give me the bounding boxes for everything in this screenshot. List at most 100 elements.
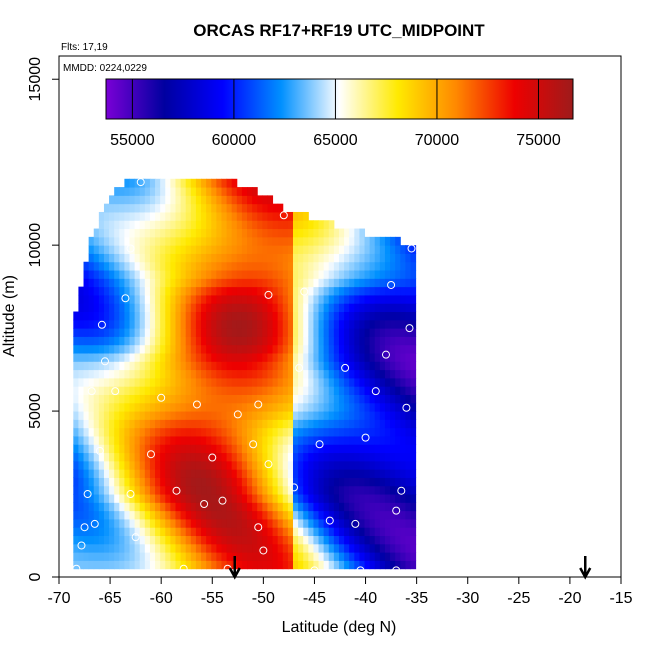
heatmap-cell	[88, 510, 95, 520]
heatmap-cell	[180, 311, 187, 321]
heatmap-cell	[226, 369, 233, 379]
heatmap-cell	[201, 411, 207, 420]
heatmap-cell	[400, 270, 406, 279]
heatmap-cell	[144, 311, 151, 321]
heatmap-cell	[93, 452, 100, 462]
heatmap-cell	[211, 510, 217, 520]
heatmap-cell	[170, 270, 176, 279]
heatmap-cell	[272, 211, 279, 221]
heatmap-cell	[277, 236, 284, 246]
heatmap-cell	[149, 344, 156, 354]
heatmap-cell	[272, 377, 279, 387]
heatmap-cell	[277, 361, 284, 371]
heatmap-cell	[226, 543, 233, 553]
heatmap-cell	[201, 452, 207, 462]
heatmap-cell	[236, 236, 243, 246]
heatmap-cell	[405, 502, 412, 512]
heatmap-cell	[155, 543, 161, 553]
heatmap-cell	[303, 435, 309, 445]
heatmap-cell	[93, 377, 100, 387]
heatmap-cell	[190, 518, 197, 528]
heatmap-cell	[211, 278, 217, 288]
heatmap-cell	[231, 294, 238, 304]
heatmap-cell	[103, 228, 110, 238]
heatmap-cell	[231, 319, 238, 329]
heatmap-cell	[211, 336, 217, 346]
heatmap-cell	[226, 502, 233, 512]
heatmap-cell	[354, 361, 360, 371]
heatmap-cell	[134, 328, 141, 337]
heatmap-cell	[124, 427, 131, 437]
heatmap-cell	[364, 552, 371, 561]
heatmap-cell	[190, 203, 197, 213]
plot-frame	[58, 55, 622, 578]
heatmap-cell	[349, 353, 355, 362]
heatmap-cell	[78, 543, 85, 553]
heatmap-cell	[221, 270, 228, 279]
heatmap-cell	[134, 270, 141, 279]
heatmap-cell	[410, 319, 417, 329]
heatmap-cell	[241, 336, 248, 346]
heatmap-cell	[226, 353, 233, 362]
heatmap-cell	[160, 444, 166, 454]
heatmap-cell	[160, 178, 166, 188]
heatmap-cell	[144, 353, 151, 362]
heatmap-cell	[333, 419, 340, 429]
heatmap-cell	[190, 552, 197, 561]
heatmap-cell	[328, 353, 335, 362]
heatmap-cell	[211, 460, 217, 470]
heatmap-cell	[400, 510, 406, 520]
heatmap-cell	[344, 535, 350, 545]
heatmap-cell	[103, 294, 110, 304]
heatmap-cell	[384, 402, 391, 412]
heatmap-cell	[206, 361, 212, 371]
heatmap-cell	[206, 278, 212, 288]
heatmap-cell	[129, 485, 136, 495]
heatmap-cell	[98, 211, 105, 221]
heatmap-cell	[318, 411, 325, 420]
heatmap-cell	[144, 494, 151, 503]
heatmap-cell	[83, 560, 90, 570]
heatmap-cell	[119, 261, 125, 271]
heatmap-cell	[257, 253, 263, 263]
heatmap-cell	[400, 535, 406, 545]
heatmap-cell	[231, 303, 238, 313]
heatmap-cell	[144, 402, 151, 412]
heatmap-cell	[236, 402, 243, 412]
heatmap-cell	[226, 485, 233, 495]
heatmap-cell	[354, 543, 360, 553]
heatmap-cell	[333, 518, 340, 528]
heatmap-cell	[98, 361, 105, 371]
heatmap-cell	[160, 435, 166, 445]
heatmap-cell	[119, 228, 125, 238]
heatmap-cell	[236, 270, 243, 279]
heatmap-cell	[119, 485, 125, 495]
heatmap-cell	[190, 253, 197, 263]
heatmap-cell	[190, 286, 197, 296]
heatmap-cell	[98, 294, 105, 304]
heatmap-cell	[139, 187, 146, 196]
heatmap-cell	[292, 535, 299, 545]
heatmap-cell	[303, 278, 309, 288]
heatmap-cell	[139, 303, 146, 313]
heatmap-cell	[93, 527, 100, 537]
heatmap-cell	[170, 477, 176, 487]
heatmap-cell	[318, 220, 325, 230]
heatmap-cell	[252, 552, 258, 561]
heatmap-cell	[88, 560, 95, 570]
heatmap-cell	[231, 361, 238, 371]
heatmap-cell	[114, 187, 120, 196]
heatmap-cell	[139, 319, 146, 329]
heatmap-cell	[134, 195, 141, 205]
heatmap-cell	[98, 394, 105, 404]
heatmap-cell	[175, 203, 182, 213]
heatmap-cell	[160, 336, 166, 346]
heatmap-cell	[313, 311, 320, 321]
heatmap-cell	[195, 253, 202, 263]
heatmap-cell	[195, 187, 202, 196]
heatmap-cell	[129, 460, 136, 470]
heatmap-cell	[155, 294, 161, 304]
heatmap-cell	[165, 560, 171, 570]
heatmap-cell	[216, 178, 222, 188]
heatmap-cell	[144, 386, 151, 395]
